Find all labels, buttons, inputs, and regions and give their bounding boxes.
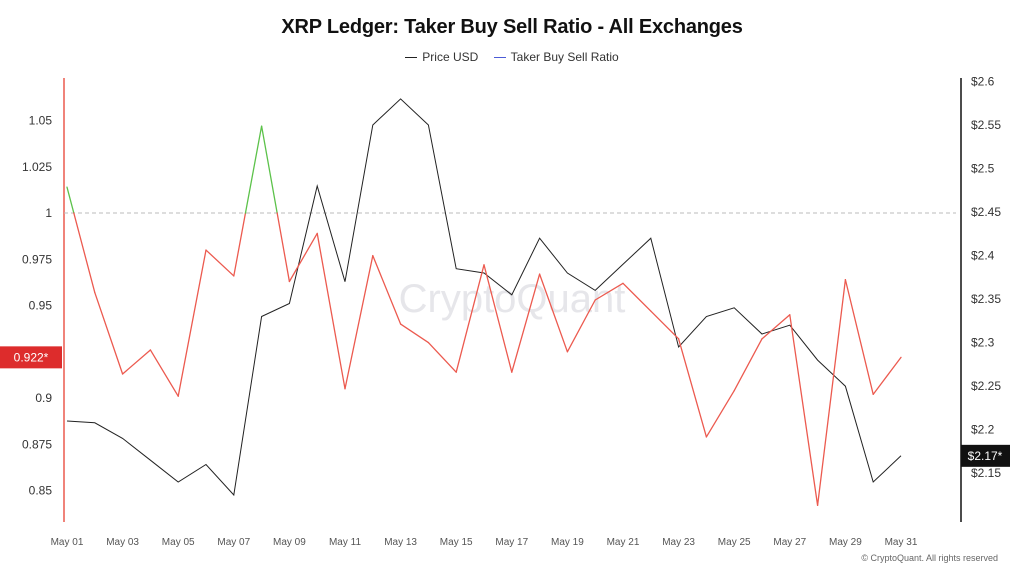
ratio-segment [622, 282, 652, 312]
x-tick-label: May 23 [662, 537, 695, 548]
price-current-label: $2.17* [968, 449, 1003, 463]
price-current-marker [961, 444, 1010, 467]
left-tick-label: 1 [45, 206, 52, 220]
ratio-segment [244, 125, 263, 214]
x-tick-label: May 01 [51, 537, 84, 548]
x-tick-label: May 25 [718, 537, 751, 548]
x-tick-label: May 13 [384, 537, 417, 548]
right-tick-label: $2.4 [971, 249, 995, 263]
left-tick-label: 0.975 [22, 252, 52, 266]
left-tick-label: 0.85 [29, 484, 53, 498]
x-tick-label: May 05 [162, 537, 195, 548]
x-tick-label: May 17 [495, 537, 528, 548]
ratio-segment [705, 389, 735, 438]
ratio-segment [566, 299, 596, 353]
ratio-segment [149, 349, 179, 397]
x-tick-label: May 27 [773, 537, 806, 548]
right-tick-label: $2.35 [971, 292, 1001, 306]
x-tick-label: May 29 [829, 537, 862, 548]
ratio-segment [733, 338, 763, 392]
left-tick-label: 0.875 [22, 437, 52, 451]
ratio-segment [66, 186, 75, 214]
x-tick-label: May 31 [885, 537, 918, 548]
ratio-segment [260, 125, 278, 214]
ratio-current-label: 0.922* [14, 350, 49, 364]
chart-legend: Price USD Taker Buy Sell Ratio [0, 50, 1024, 64]
legend-swatch-price [405, 57, 418, 59]
ratio-segment [650, 310, 680, 340]
ratio-segment [276, 212, 291, 283]
right-tick-label: $2.5 [971, 162, 995, 176]
price-usd-line [66, 98, 902, 497]
x-tick-label: May 07 [217, 537, 250, 548]
right-tick-label: $2.15 [971, 466, 1001, 480]
ratio-segment [205, 249, 235, 277]
left-tick-label: 0.95 [29, 299, 53, 313]
ratio-segment [677, 338, 708, 438]
right-tick-label: $2.25 [971, 379, 1001, 393]
watermark: CryptoQuant [399, 277, 626, 321]
ratio-segment [816, 278, 847, 507]
x-tick-label: May 09 [273, 537, 306, 548]
ratio-segment [372, 254, 402, 325]
left-tick-label: 1.025 [22, 160, 52, 174]
x-tick-label: May 21 [607, 537, 640, 548]
ratio-segment [789, 314, 819, 507]
x-tick-label: May 19 [551, 537, 584, 548]
x-tick-label: May 03 [106, 537, 139, 548]
ratio-segment [761, 314, 791, 340]
ratio-segment [94, 291, 124, 375]
ratio-segment [316, 232, 346, 390]
right-tick-label: $2.3 [971, 336, 995, 350]
left-tick-label: 0.9 [35, 391, 52, 405]
ratio-segment [399, 323, 430, 344]
ratio-segment [483, 264, 513, 373]
x-tick-label: May 15 [440, 537, 473, 548]
ratio-current-marker [0, 346, 62, 369]
ratio-segment [427, 341, 457, 373]
legend-label-ratio: Taker Buy Sell Ratio [510, 50, 619, 64]
ratio-segment [121, 349, 152, 375]
ratio-segment [233, 212, 247, 277]
right-tick-label: $2.2 [971, 423, 995, 437]
ratio-segment [844, 278, 874, 396]
copyright-notice: © CryptoQuant. All rights reserved [861, 553, 998, 563]
ratio-segment [594, 282, 624, 301]
legend-item-price[interactable]: Price USD [405, 50, 478, 64]
legend-item-ratio[interactable]: Taker Buy Sell Ratio [493, 50, 619, 64]
ratio-segment [177, 249, 207, 397]
ratio-segment [511, 273, 541, 373]
chart-title: XRP Ledger: Taker Buy Sell Ratio - All E… [281, 16, 743, 38]
left-tick-label: 1.05 [29, 114, 53, 128]
legend-label-price: Price USD [422, 50, 479, 64]
right-tick-label: $2.6 [971, 74, 995, 88]
ratio-segment [872, 356, 902, 396]
ratio-segment [538, 273, 569, 353]
ratio-segment [73, 212, 96, 294]
ratio-segment [344, 254, 374, 390]
ratio-segment [455, 264, 485, 373]
ratio-segment [288, 232, 318, 283]
right-tick-label: $2.45 [971, 205, 1001, 219]
right-tick-label: $2.55 [971, 118, 1001, 132]
legend-swatch-ratio [493, 57, 506, 59]
x-tick-label: May 11 [329, 537, 361, 548]
